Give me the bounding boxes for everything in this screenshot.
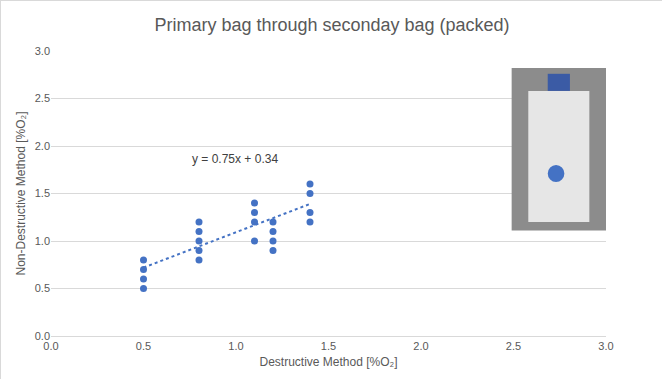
svg-text:Non-Destructive Method [%O₂]: Non-Destructive Method [%O₂] <box>14 111 28 275</box>
svg-text:2.5: 2.5 <box>506 340 521 352</box>
svg-text:1.0: 1.0 <box>228 340 243 352</box>
svg-text:0.5: 0.5 <box>35 282 50 294</box>
svg-text:2.0: 2.0 <box>35 140 50 152</box>
svg-text:2.0: 2.0 <box>413 340 428 352</box>
svg-text:Primary bag through seconday b: Primary bag through seconday bag (packed… <box>154 15 509 35</box>
svg-text:1.5: 1.5 <box>321 340 336 352</box>
svg-text:0.0: 0.0 <box>43 340 58 352</box>
svg-text:2.5: 2.5 <box>35 92 50 104</box>
svg-text:y = 0.75x + 0.34: y = 0.75x + 0.34 <box>192 152 278 166</box>
svg-text:3.0: 3.0 <box>598 340 613 352</box>
svg-text:0.5: 0.5 <box>136 340 151 352</box>
svg-text:3.0: 3.0 <box>35 45 50 57</box>
svg-text:1.5: 1.5 <box>35 187 50 199</box>
svg-text:1.0: 1.0 <box>35 235 50 247</box>
svg-text:0.0: 0.0 <box>35 330 50 342</box>
svg-text:Destructive Method [%O₂]: Destructive Method [%O₂] <box>259 355 397 369</box>
